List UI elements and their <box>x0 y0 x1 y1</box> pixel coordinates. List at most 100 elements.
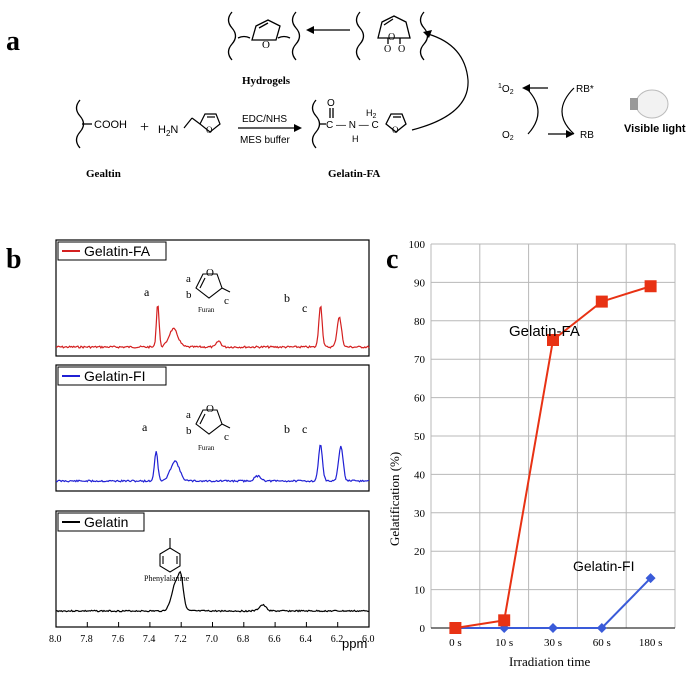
furan-c-fi: c <box>224 431 229 443</box>
data-point-square <box>498 614 511 627</box>
rb-star-label: RB* <box>576 84 594 95</box>
endoperoxide-o2: O <box>384 44 391 55</box>
furan-o-fa: O <box>206 267 214 279</box>
furan-b-fi: b <box>186 425 192 437</box>
phenylalanine-label: Phenylalanine <box>144 574 190 583</box>
furan-b-fa: b <box>186 289 192 301</box>
data-point-square <box>547 334 559 346</box>
x-tick-label: 30 s <box>544 637 562 649</box>
x-tick-label: 0 s <box>449 637 462 649</box>
y-tick-label: 40 <box>414 469 426 481</box>
furan-a-fa: a <box>186 273 191 285</box>
peak-b-fi: b <box>284 422 290 436</box>
furan-o-fi: O <box>206 403 214 415</box>
hydrogels-label: Hydrogels <box>242 75 291 87</box>
singlet-o2-sub: 2 <box>510 89 514 96</box>
chart-grid <box>430 243 676 629</box>
nmr-tick-label: 7.6 <box>112 634 125 645</box>
peak-a-fa: a <box>144 285 150 299</box>
amide-h: H <box>352 134 359 144</box>
furan-a-fi: a <box>186 409 191 421</box>
panel-a-letter: a <box>6 26 20 57</box>
nmr-tick-label: 6.8 <box>237 634 250 645</box>
series-label-fi: Gelatin-FI <box>573 558 634 574</box>
reagent-bottom: MES buffer <box>240 135 291 146</box>
svg-text:O2: O2 <box>502 130 514 142</box>
nmr-tick-label: 7.4 <box>143 634 156 645</box>
y-tick-label: 30 <box>414 508 426 520</box>
singlet-o2-sup: 1 <box>498 83 502 90</box>
data-point-diamond <box>548 623 558 633</box>
amide-o: O <box>327 98 335 109</box>
data-point-diamond <box>596 623 607 633</box>
reagent-top: EDC/NHS <box>242 114 287 125</box>
y-tick-label: 50 <box>414 431 426 443</box>
furfurylamine-structure <box>183 113 221 133</box>
y-tick-label: 10 <box>414 585 426 597</box>
legend-gelatin-fi: Gelatin-FI <box>84 368 145 384</box>
spectrum-gelatin <box>55 570 370 613</box>
nmr-tick-label: 6.2 <box>331 634 344 645</box>
nmr-tick-label: 7.2 <box>174 634 187 645</box>
panel-c-letter: c <box>386 244 399 275</box>
h2n-n: N <box>170 124 178 136</box>
y-tick-label: 20 <box>414 546 426 558</box>
furan-name-fa: Furan <box>198 306 215 314</box>
photo-cycle-arrows <box>526 87 575 135</box>
peak-c-fa: c <box>302 301 307 315</box>
gelatin-fa-structure <box>311 99 407 149</box>
hydrogel-ring-o: O <box>262 39 270 51</box>
nmr-frame-fa <box>55 239 370 357</box>
legend-gelatin: Gelatin <box>84 514 128 530</box>
y-axis-label: Gelatification (%) <box>387 452 402 546</box>
svg-text:1O2: 1O2 <box>498 83 514 96</box>
hydrogel-structure <box>227 11 301 61</box>
light-bulb-icon <box>630 89 669 119</box>
gelatin-structure <box>75 99 92 149</box>
furan-o-reactant: O <box>206 125 213 135</box>
gelatification-chart: 0 10 20 30 40 50 60 70 80 90 100 0 s 10 s 30 s 60 s 18… <box>387 239 676 669</box>
spectrum-gelatin-fa <box>55 305 370 349</box>
series-label-fa: Gelatin-FA <box>509 323 580 340</box>
h2n-sub: 2 <box>166 129 171 138</box>
nmr-tick-label: 6.0 <box>362 634 375 645</box>
nmr-tick-label: 6.4 <box>299 634 312 645</box>
series-line-gelatin-fi <box>455 577 652 629</box>
visible-light-label: Visible light <box>624 123 686 135</box>
reaction-scheme: O Hydrogels O O O COOH Gealtin + H2N O E… <box>75 11 686 180</box>
data-point-diamond <box>645 573 656 584</box>
o2-sub: 2 <box>510 135 514 142</box>
rb-label: RB <box>580 130 594 141</box>
nmr-x-ticks: 8.0 7.8 7.6 7.4 7.2 7.0 6.8 6.6 6.4 6.2 6.0 <box>49 622 375 645</box>
nmr-spectra: Gelatin-FA Gelatin-FI Gelatin a b c O a … <box>49 239 375 651</box>
nmr-tick-label: 6.6 <box>268 634 281 645</box>
nmr-tick-label: 8.0 <box>49 634 62 645</box>
data-point-square <box>644 280 657 293</box>
legend-gelatin-fa: Gelatin-FA <box>84 243 151 259</box>
methylene-sub: 2 <box>373 113 377 120</box>
data-point-square <box>595 295 608 308</box>
singlet-o2: O <box>502 84 510 95</box>
svg-text:H2: H2 <box>366 108 377 120</box>
furan-c-fa: c <box>224 295 229 307</box>
amide-chain: C — N — C <box>326 120 379 131</box>
x-tick-label: 180 s <box>639 637 663 649</box>
data-point-square <box>449 622 462 634</box>
plus-sign: + <box>140 119 149 136</box>
gealtin-label: Gealtin <box>86 168 121 180</box>
endoperoxide-o1: O <box>388 32 395 43</box>
y-tick-label: 80 <box>414 316 426 328</box>
peak-c-fi: c <box>302 422 307 436</box>
chart-series <box>449 280 657 634</box>
methylene-h: H <box>366 108 373 118</box>
furan-structure-fi <box>195 409 231 435</box>
gelatin-fa-label: Gelatin-FA <box>328 168 380 180</box>
x-tick-label: 60 s <box>593 637 611 649</box>
peak-a-fi: a <box>142 420 148 434</box>
furan-o-product: O <box>392 125 399 135</box>
nmr-x-unit: ppm <box>342 636 367 651</box>
svg-text:H2N: H2N <box>158 124 178 138</box>
nmr-tick-label: 7.0 <box>206 634 219 645</box>
y-tick-label: 60 <box>414 393 426 405</box>
spectrum-gelatin-fi <box>55 444 370 483</box>
